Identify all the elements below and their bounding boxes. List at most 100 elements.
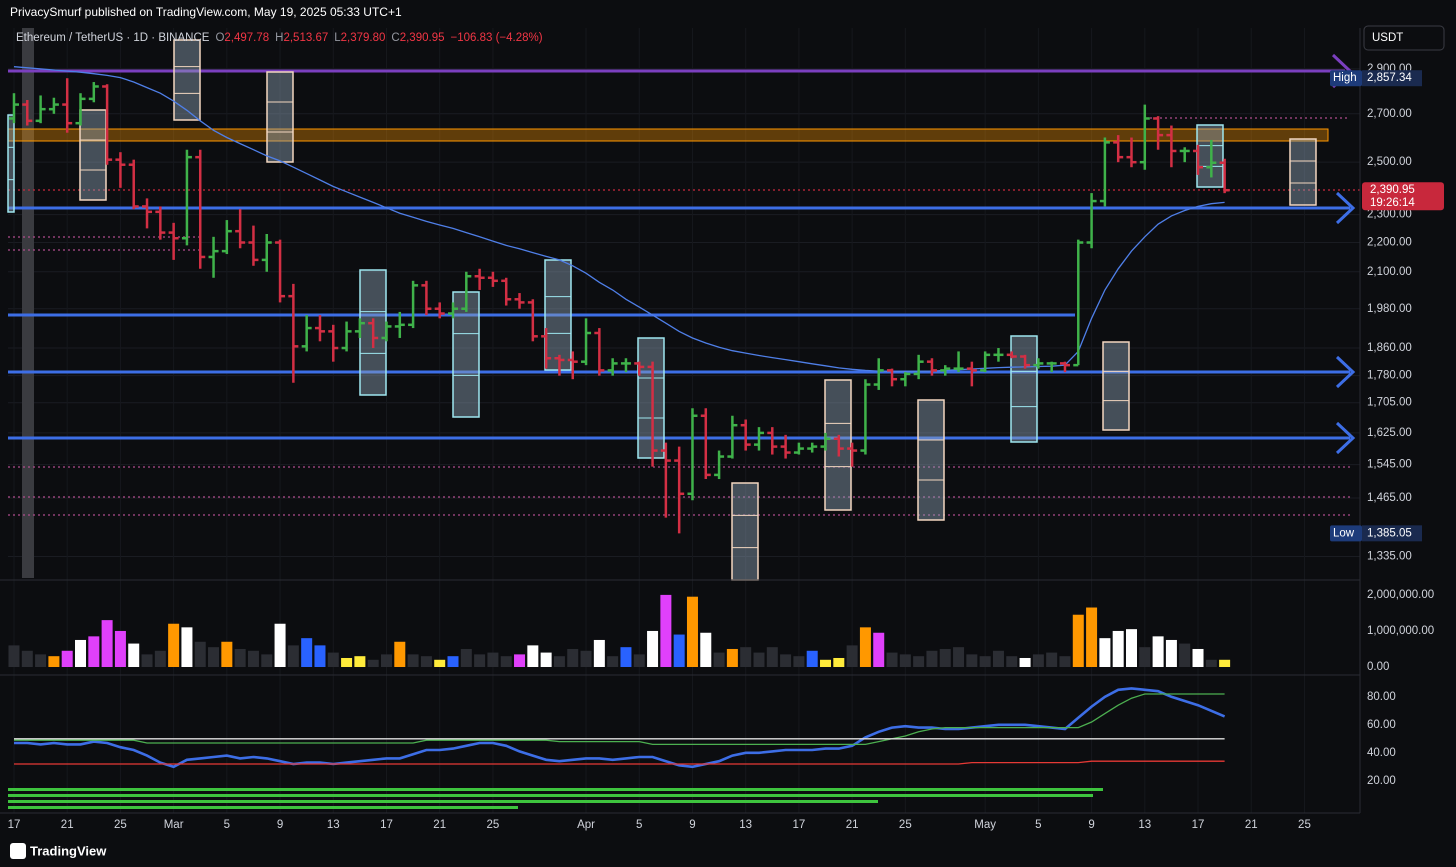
volume-bar: [154, 650, 166, 667]
volume-bar: [1179, 643, 1191, 667]
series: [8, 66, 1231, 769]
volume-bar: [101, 620, 113, 667]
volume-bar: [607, 656, 619, 667]
box: [7, 114, 15, 213]
x-tick-label: 5: [1035, 819, 1041, 831]
volume-bar: [992, 650, 1004, 667]
legend-value: 2,379.80: [341, 32, 386, 44]
box: [1196, 124, 1224, 188]
arrow: [1335, 355, 1356, 389]
volume-bar: [141, 654, 153, 667]
x-tick-label: May: [974, 819, 996, 831]
volume-bar: [833, 657, 845, 667]
x-tick-label: Apr: [577, 819, 595, 831]
volume-bar: [886, 652, 898, 667]
x-tick-label: 9: [277, 819, 283, 831]
volume-bar: [673, 634, 685, 667]
y-tick-label: 1,705.00: [1367, 397, 1412, 409]
volume-bar: [859, 627, 871, 667]
volume-bar: [540, 652, 552, 667]
volume-bar: [740, 647, 752, 667]
legend: Ethereum / TetherUS · 1D · BINANCE O2,497…: [16, 32, 543, 44]
volume-bar: [620, 647, 632, 667]
volume-bar: [1165, 639, 1177, 667]
publisher: PrivacySmurf published on TradingView.co…: [10, 5, 402, 19]
currency[interactable]: USDT: [1372, 32, 1403, 44]
x-tick-label: 17: [793, 819, 806, 831]
countdown: 19:26:14: [1370, 197, 1415, 209]
volume-bar: [314, 645, 326, 667]
volume-bar: [287, 645, 299, 667]
volume-bar: [647, 630, 659, 667]
volume-bar: [1032, 654, 1044, 667]
x-tick-label: 13: [1138, 819, 1151, 831]
legend-key: L: [334, 32, 341, 44]
volume-bar: [194, 641, 206, 667]
volume-bar: [686, 596, 698, 667]
volume-bar: [899, 654, 911, 667]
arrow: [1335, 421, 1356, 455]
volume-bar: [114, 630, 126, 667]
box: [1289, 138, 1317, 206]
volume-bar: [953, 647, 965, 667]
volume-bar: [247, 650, 259, 667]
x-tick-label: 21: [1245, 819, 1258, 831]
y-tick-label: 80.00: [1367, 691, 1396, 703]
oscillator-line: [14, 687, 1226, 769]
volume-bar: [793, 656, 805, 667]
grid: [8, 28, 1360, 813]
marker-box: [1362, 525, 1422, 542]
last-price-box: [1362, 182, 1444, 211]
volume-bar: [1099, 638, 1111, 667]
x-tick-label: 17: [1192, 819, 1205, 831]
strip: [8, 806, 518, 809]
moving-average: [13, 66, 1225, 373]
y-tick-label: 1,545.00: [1367, 459, 1412, 471]
volume-bar: [527, 645, 539, 667]
volume-bar: [367, 659, 379, 667]
volume-bar: [474, 654, 486, 667]
volume-bar: [128, 643, 140, 667]
legend-value: 2,390.95: [400, 32, 445, 44]
legend-key: C: [391, 32, 399, 44]
y-tick-label: 1,780.00: [1367, 370, 1412, 382]
currency-button[interactable]: [1363, 25, 1445, 51]
volume-bar: [48, 656, 60, 667]
box: [79, 109, 107, 201]
y-tick-label: 20.00: [1367, 775, 1396, 787]
labels: PrivacySmurf published on TradingView.co…: [8, 5, 1445, 859]
volume-bar: [580, 650, 592, 667]
x-tick-label: 9: [1088, 819, 1094, 831]
x-tick-label: 13: [739, 819, 752, 831]
x-tick-label: 9: [689, 819, 695, 831]
marker-value: 1,385.05: [1367, 527, 1412, 539]
volume-bar: [1112, 630, 1124, 667]
box: [1102, 341, 1130, 431]
volume-bar: [1152, 636, 1164, 667]
volume-bar: [873, 632, 885, 667]
volume-bar: [1019, 657, 1031, 667]
y-tick-label: 2,700.00: [1367, 108, 1412, 120]
volume-bar: [1086, 607, 1098, 667]
marker-tag: [1330, 525, 1362, 542]
zone: [7, 128, 1329, 142]
volume-bar: [700, 632, 712, 667]
session-band: [22, 28, 34, 578]
y-tick-label: 1,980.00: [1367, 303, 1412, 315]
y-tick-label: 60.00: [1367, 719, 1396, 731]
volume-bar: [434, 659, 446, 667]
y-tick-label: 1,625.00: [1367, 427, 1412, 439]
y-tick-label: 2,000,000.00: [1367, 589, 1434, 601]
volume-bar: [806, 650, 818, 667]
logo: [10, 843, 26, 859]
y-tick-label: 2,100.00: [1367, 266, 1412, 278]
volume-bar: [780, 654, 792, 667]
volume-bar: [35, 654, 47, 667]
arrow: [1335, 191, 1356, 225]
volume-bar: [8, 645, 20, 667]
volume-bar: [380, 654, 392, 667]
strip: [8, 800, 878, 803]
y-tick-label: 0.00: [1367, 661, 1389, 673]
legend-value: 2,513.67: [283, 32, 328, 44]
